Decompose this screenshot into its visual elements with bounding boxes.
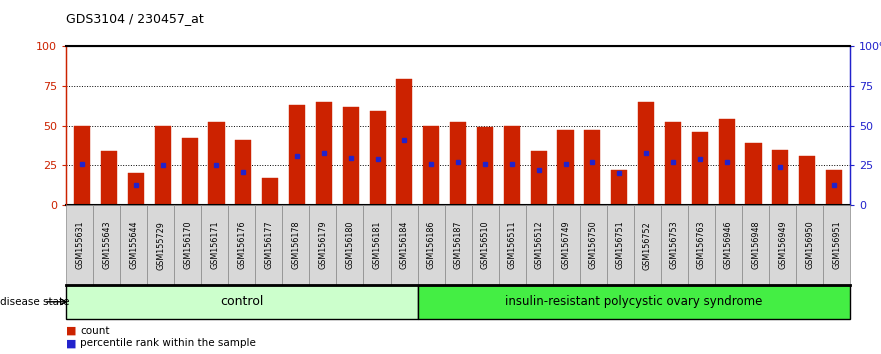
- Bar: [396, 79, 412, 205]
- Bar: [262, 178, 278, 205]
- Bar: [584, 130, 601, 205]
- Text: GSM156186: GSM156186: [426, 221, 435, 269]
- Bar: [209, 122, 225, 205]
- Bar: [289, 105, 305, 205]
- Text: GSM156951: GSM156951: [833, 221, 841, 269]
- Bar: [745, 143, 761, 205]
- Text: GSM156177: GSM156177: [264, 221, 273, 269]
- Bar: [315, 102, 332, 205]
- Text: GSM156949: GSM156949: [778, 221, 787, 269]
- Bar: [530, 151, 547, 205]
- Text: GSM156179: GSM156179: [318, 221, 328, 269]
- Text: GSM155631: GSM155631: [75, 221, 84, 269]
- Bar: [155, 126, 171, 205]
- Text: GSM155644: GSM155644: [130, 221, 138, 269]
- Text: GSM156170: GSM156170: [183, 221, 192, 269]
- Text: GSM156750: GSM156750: [589, 221, 598, 269]
- Bar: [773, 149, 788, 205]
- Bar: [423, 126, 440, 205]
- Bar: [74, 126, 90, 205]
- Bar: [558, 130, 574, 205]
- Text: GSM155643: GSM155643: [102, 221, 111, 269]
- Text: GSM156512: GSM156512: [535, 221, 544, 269]
- Bar: [369, 111, 386, 205]
- Bar: [477, 127, 493, 205]
- Bar: [638, 102, 654, 205]
- Text: GSM156946: GSM156946: [724, 221, 733, 269]
- Bar: [799, 156, 815, 205]
- Text: control: control: [220, 295, 263, 308]
- Bar: [692, 132, 707, 205]
- Bar: [450, 122, 466, 205]
- Text: count: count: [80, 326, 109, 336]
- Bar: [181, 138, 197, 205]
- Text: GSM156751: GSM156751: [616, 221, 625, 269]
- Text: GSM156180: GSM156180: [345, 221, 354, 269]
- Text: GSM156511: GSM156511: [507, 221, 516, 269]
- Bar: [343, 107, 359, 205]
- Text: GSM156763: GSM156763: [697, 221, 706, 269]
- Bar: [235, 140, 251, 205]
- Text: percentile rank within the sample: percentile rank within the sample: [80, 338, 256, 348]
- Text: GSM156184: GSM156184: [400, 221, 409, 269]
- Bar: [611, 170, 627, 205]
- Text: GSM156181: GSM156181: [373, 221, 381, 269]
- Bar: [128, 173, 144, 205]
- Text: GSM156171: GSM156171: [211, 221, 219, 269]
- Bar: [504, 126, 520, 205]
- Text: disease state: disease state: [0, 297, 70, 307]
- Text: ■: ■: [66, 338, 77, 348]
- Text: GSM156187: GSM156187: [454, 221, 463, 269]
- Bar: [826, 170, 842, 205]
- Text: GSM156752: GSM156752: [643, 221, 652, 269]
- Text: ■: ■: [66, 326, 77, 336]
- Text: GSM156950: GSM156950: [805, 221, 814, 269]
- Bar: [719, 119, 735, 205]
- Text: GSM156510: GSM156510: [481, 221, 490, 269]
- Text: GSM156178: GSM156178: [292, 221, 300, 269]
- Text: GSM156749: GSM156749: [562, 221, 571, 269]
- Text: GSM156753: GSM156753: [670, 221, 679, 269]
- Text: GSM156948: GSM156948: [751, 221, 760, 269]
- Text: GDS3104 / 230457_at: GDS3104 / 230457_at: [66, 12, 204, 25]
- Bar: [665, 122, 681, 205]
- Text: GSM156176: GSM156176: [237, 221, 247, 269]
- Text: GSM155729: GSM155729: [156, 221, 166, 270]
- Text: insulin-resistant polycystic ovary syndrome: insulin-resistant polycystic ovary syndr…: [505, 295, 763, 308]
- Bar: [101, 151, 117, 205]
